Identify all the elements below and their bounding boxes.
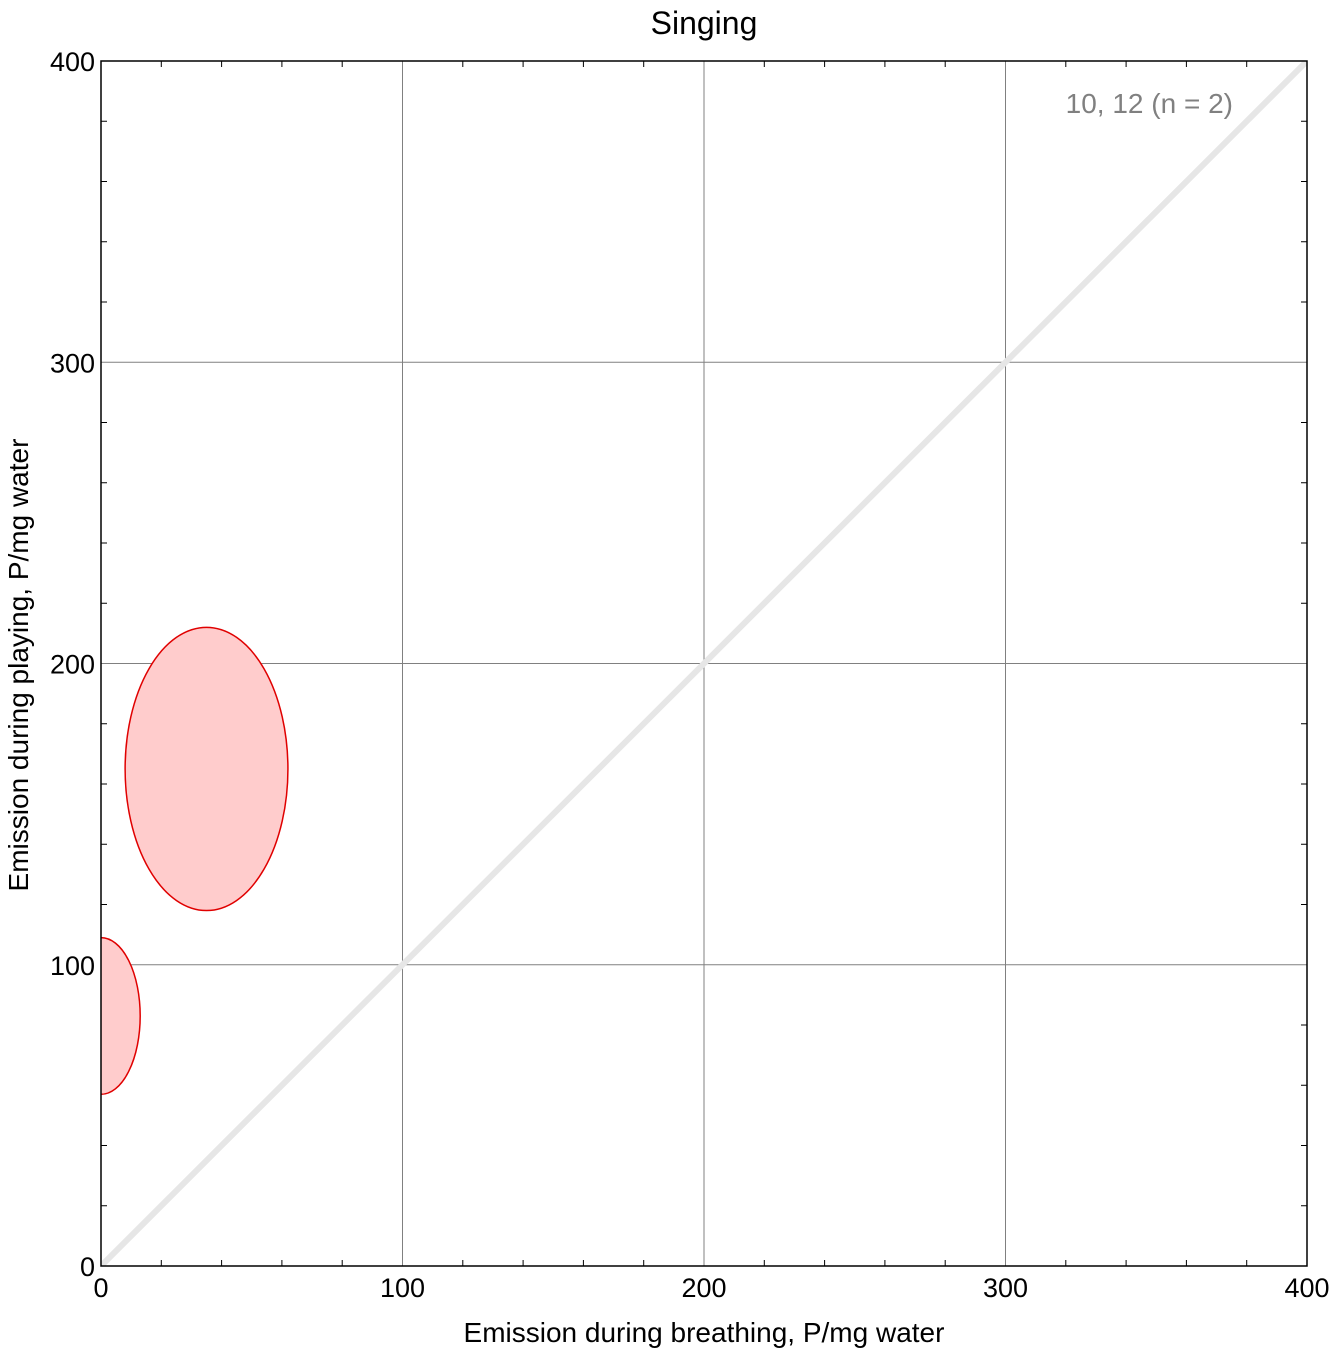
chart-title: Singing [651, 5, 758, 41]
x-tick-label: 100 [380, 1273, 425, 1303]
y-tick-label: 0 [80, 1252, 95, 1282]
sample-annotation: 10, 12 (n = 2) [1066, 88, 1233, 119]
data-ellipse [101, 936, 141, 1096]
y-tick-label: 400 [50, 47, 95, 77]
data-layer [101, 61, 1307, 1266]
y-axis-label: Emission during playing, P/mg water [3, 439, 34, 892]
y-tick-label: 300 [50, 348, 95, 378]
y-tick-label: 100 [50, 951, 95, 981]
x-tick-label: 200 [681, 1273, 726, 1303]
tick-labels: 0 100 200 300 400 0 100 200 300 400 [50, 47, 1330, 1303]
minor-ticks [101, 61, 1307, 1266]
y-tick-label: 200 [50, 650, 95, 680]
x-tick-label: 300 [983, 1273, 1028, 1303]
identity-line [101, 61, 1307, 1266]
x-axis-label: Emission during breathing, P/mg water [464, 1317, 945, 1348]
plot-frame [100, 60, 1308, 1267]
x-tick-label: 400 [1284, 1273, 1329, 1303]
x-tick-label: 0 [93, 1273, 108, 1303]
data-ellipse [124, 626, 289, 912]
